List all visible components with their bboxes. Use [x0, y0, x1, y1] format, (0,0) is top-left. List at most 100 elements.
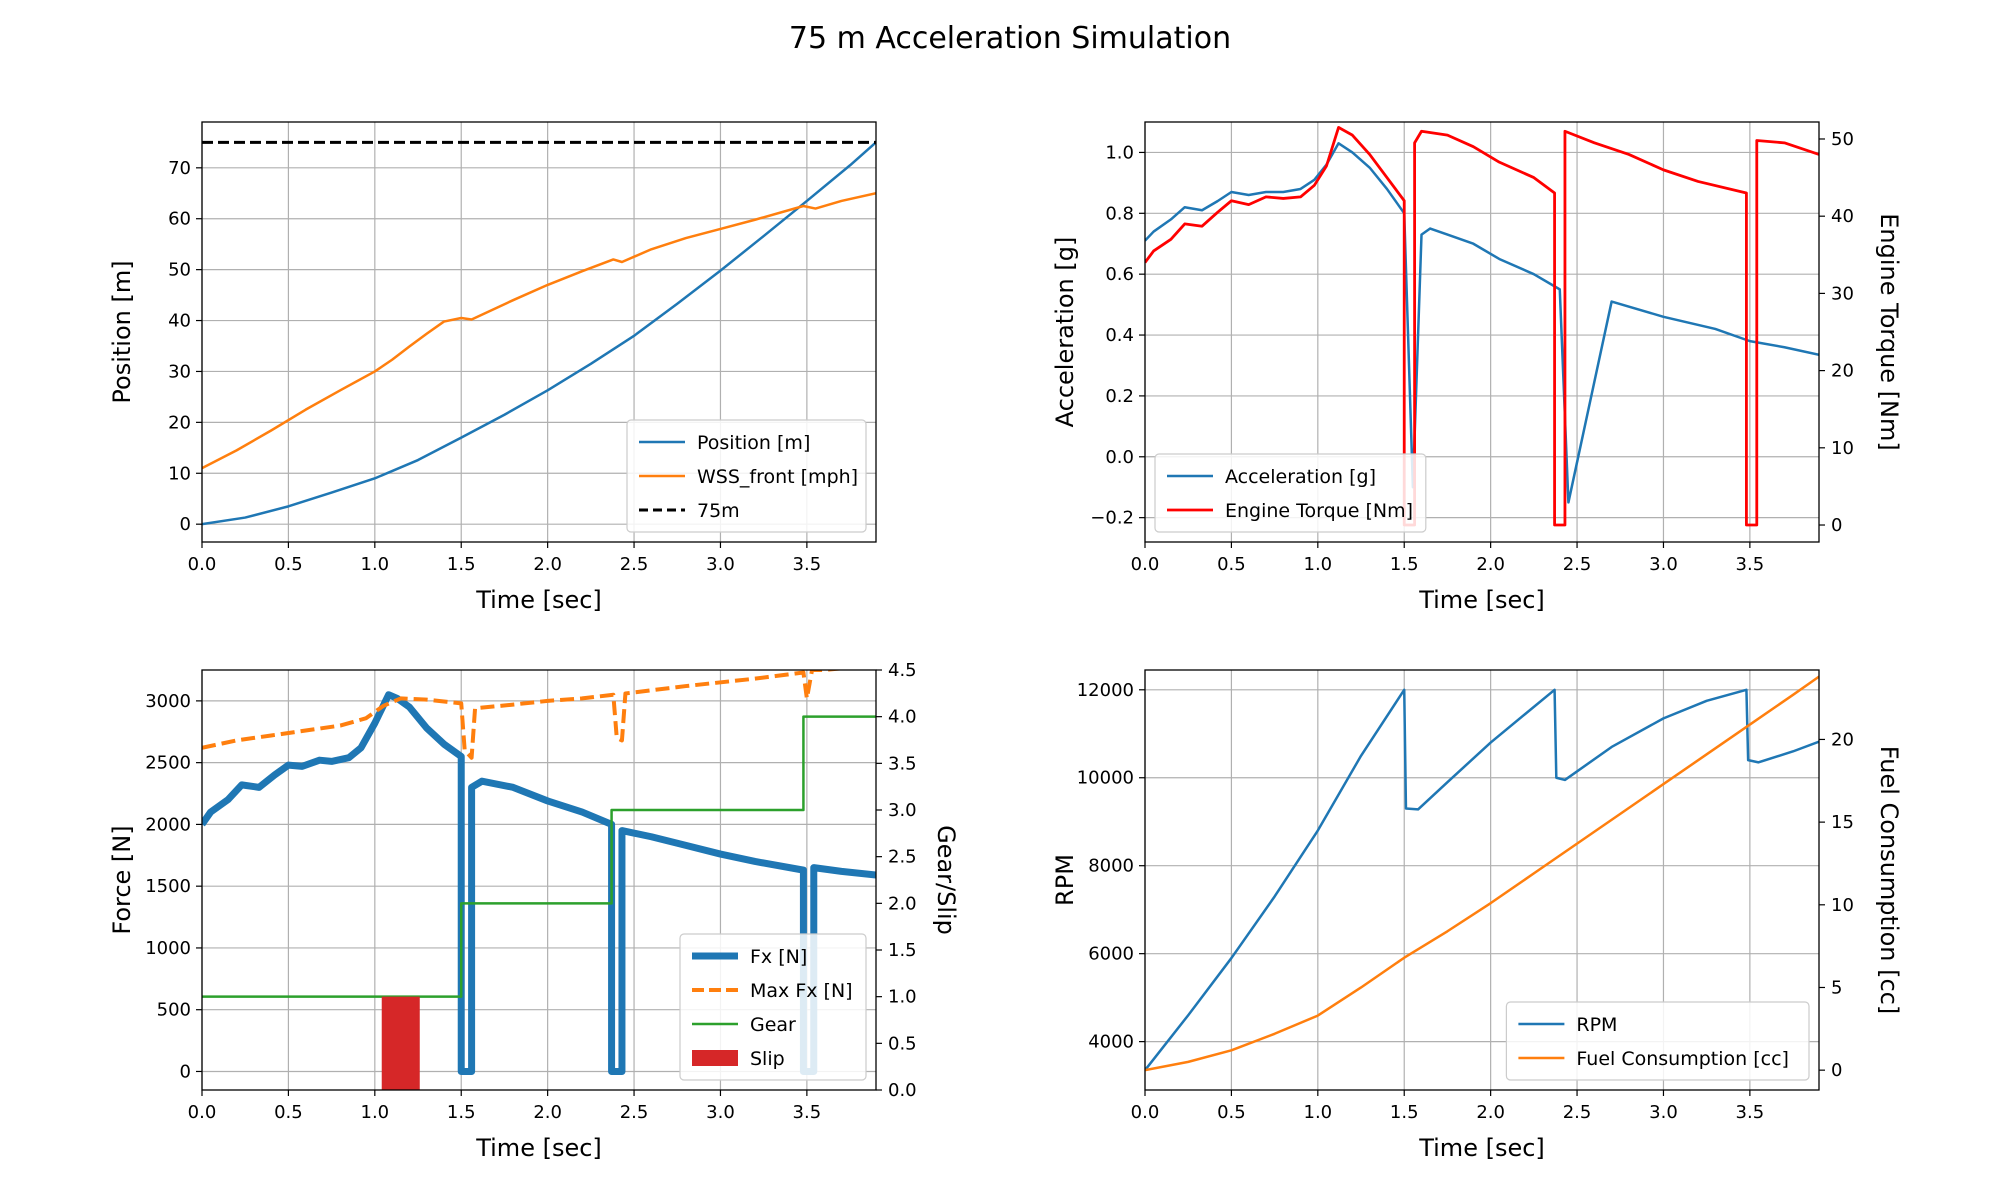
- legend-entry: Engine Torque [Nm]: [1225, 500, 1413, 522]
- legend-box: [626, 419, 867, 533]
- y-tick-label: 0.2: [1105, 386, 1134, 407]
- y-right-tick-label: 10: [1831, 438, 1854, 459]
- x-tick-label: 3.0: [1649, 1102, 1678, 1123]
- x-tick-label: 0.0: [188, 554, 217, 575]
- y-right-tick-label: 2.5: [888, 847, 917, 868]
- y-tick-label: 2000: [145, 814, 191, 835]
- x-tick-label: 1.0: [361, 1102, 390, 1123]
- x-tick-label: 1.5: [1390, 1102, 1419, 1123]
- x-tick-label: 3.5: [793, 1102, 822, 1123]
- y-tick-label: 50: [168, 260, 191, 281]
- chart-bottom-right: 0.0 0.5 1.0 1.5 2.0 2.5 3.0 3.5 4000 6000 8000 1000…: [1051, 669, 1903, 1162]
- y-tick-label: 40: [168, 311, 191, 332]
- y-tick-label: 0: [180, 1061, 191, 1082]
- y-right-tick-label: 0.0: [888, 1080, 917, 1101]
- y-right-tick-label: 1.5: [888, 940, 917, 961]
- y-right-tick-label: 40: [1831, 206, 1854, 227]
- y-right-tick-label: 1.0: [888, 987, 917, 1008]
- y-tick-label: 1.0: [1105, 142, 1134, 163]
- axes-frame: [201, 121, 877, 543]
- y-tick-label: 0.4: [1105, 325, 1134, 346]
- y-tick-label: 0.8: [1105, 203, 1134, 224]
- y-right-axis-label: Engine Torque [Nm]: [1875, 213, 1903, 451]
- x-tick-label: 2.5: [1563, 554, 1592, 575]
- series-line-0: [1145, 142, 1819, 504]
- legend-entry: Position [m]: [697, 432, 810, 454]
- y-right-tick-label: 10: [1831, 895, 1854, 916]
- legend-entry: Acceleration [g]: [1225, 466, 1376, 488]
- legend-box: [1154, 453, 1427, 533]
- series-line-0: [202, 691, 876, 1075]
- x-tick-label: 1.0: [1304, 1102, 1333, 1123]
- y-tick-label: 3000: [145, 691, 191, 712]
- series-line-0: [202, 141, 876, 526]
- legend: Fx [N] Max Fx [N] Gear Slip: [679, 933, 867, 1081]
- y-axis-label: Force [N]: [108, 825, 136, 934]
- x-axis-label: Time [sec]: [1418, 586, 1545, 614]
- y-tick-label: 10000: [1077, 768, 1134, 789]
- chart-bottom-left: 0.0 0.5 1.0 1.5 2.0 2.5 3.0 3.5 0 500 1000 1500 2000…: [108, 660, 960, 1162]
- x-tick-label: 1.5: [1390, 554, 1419, 575]
- plot-area: [1145, 675, 1819, 1072]
- y-right-tick-label: 5: [1831, 977, 1842, 998]
- y-right-tick-label: 2.0: [888, 893, 917, 914]
- y-tick-label: −0.2: [1090, 508, 1134, 529]
- series-line-0: [1145, 688, 1819, 1071]
- legend-entry: RPM: [1576, 1014, 1617, 1036]
- chart-top-left: 0.0 0.5 1.0 1.5 2.0 2.5 3.0 3.5 0 10 20 30 40 50 60 70 T…: [108, 121, 877, 614]
- y-right-axis-label: Fuel Consumption [cc]: [1875, 746, 1903, 1014]
- x-tick-label: 0.0: [188, 1102, 217, 1123]
- y-axis-label: RPM: [1051, 854, 1079, 906]
- x-tick-label: 1.0: [361, 554, 390, 575]
- series-line-1: [1145, 126, 1819, 527]
- x-tick-label: 2.5: [1563, 1102, 1592, 1123]
- x-tick-label: 0.0: [1131, 1102, 1160, 1123]
- legend: Acceleration [g] Engine Torque [Nm]: [1154, 453, 1427, 533]
- y-tick-label: 2500: [145, 753, 191, 774]
- legend-entry: Slip: [750, 1048, 785, 1070]
- y-right-tick-label: 0: [1831, 1060, 1842, 1081]
- y-right-axis-label: Gear/Slip: [932, 825, 960, 935]
- x-tick-label: 2.0: [1476, 554, 1505, 575]
- x-tick-label: 0.5: [274, 1102, 303, 1123]
- y-axis-label: Acceleration [g]: [1051, 237, 1079, 428]
- x-tick-label: 0.0: [1131, 554, 1160, 575]
- x-axis-label: Time [sec]: [1418, 1134, 1545, 1162]
- axes-frame: [1144, 669, 1820, 1091]
- figure-title: 75 m Acceleration Simulation: [789, 21, 1231, 56]
- y-right-tick-label: 4.0: [888, 707, 917, 728]
- y-tick-label: 30: [168, 361, 191, 382]
- y-axis-label: Position [m]: [108, 260, 136, 403]
- x-tick-label: 2.5: [620, 554, 649, 575]
- y-tick-label: 12000: [1077, 680, 1134, 701]
- y-right-tick-label: 20: [1831, 361, 1854, 382]
- x-tick-label: 3.5: [1736, 1102, 1765, 1123]
- y-tick-label: 6000: [1088, 944, 1134, 965]
- x-tick-label: 1.0: [1304, 554, 1333, 575]
- legend-entry: Fuel Consumption [cc]: [1576, 1048, 1789, 1070]
- y-tick-label: 20: [168, 412, 191, 433]
- series-line-1: [202, 192, 876, 470]
- x-tick-label: 1.5: [447, 1102, 476, 1123]
- y-right-tick-label: 20: [1831, 729, 1854, 750]
- y-right-tick-label: 4.5: [888, 660, 917, 681]
- series-line-1: [202, 670, 846, 760]
- x-tick-label: 0.5: [1217, 554, 1246, 575]
- y-tick-label: 1500: [145, 876, 191, 897]
- y-right-tick-label: 30: [1831, 283, 1854, 304]
- axes-frame: [1144, 121, 1820, 543]
- y-tick-label: 8000: [1088, 856, 1134, 877]
- x-tick-label: 1.5: [447, 554, 476, 575]
- y-tick-label: 0.6: [1105, 264, 1134, 285]
- x-tick-label: 2.0: [1476, 1102, 1505, 1123]
- y-right-tick-label: 15: [1831, 812, 1854, 833]
- x-tick-label: 3.0: [706, 554, 735, 575]
- plot-area: [202, 140, 876, 526]
- x-tick-label: 3.5: [793, 554, 822, 575]
- x-tick-label: 3.0: [1649, 554, 1678, 575]
- x-tick-label: 2.5: [620, 1102, 649, 1123]
- y-right-tick-label: 0.5: [888, 1033, 917, 1054]
- x-tick-label: 0.5: [1217, 1102, 1246, 1123]
- y-right-tick-label: 3.0: [888, 800, 917, 821]
